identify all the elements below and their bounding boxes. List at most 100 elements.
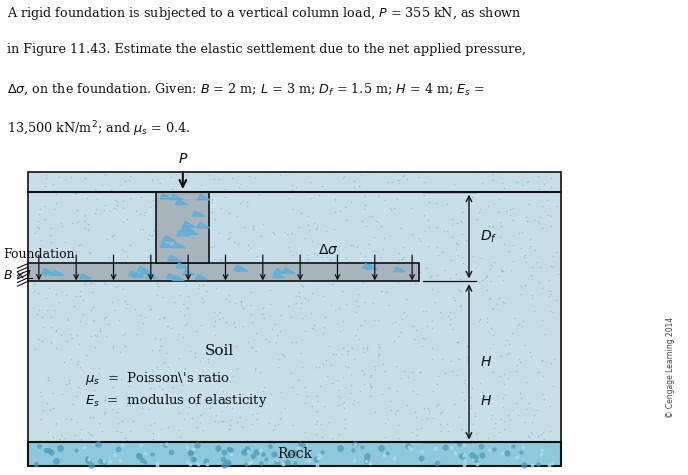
Point [380, 367, 391, 375]
Point [237, 423, 248, 430]
Point [173, 371, 184, 379]
Point [185, 348, 196, 355]
Point [368, 362, 379, 370]
Point [430, 299, 441, 306]
Point [537, 203, 548, 210]
Point [224, 445, 235, 452]
Point [339, 415, 350, 422]
Point [466, 433, 477, 441]
Point [516, 283, 527, 290]
Point [122, 436, 133, 443]
Point [74, 287, 85, 294]
Point [432, 223, 443, 231]
Point [178, 311, 189, 319]
Point [166, 186, 178, 193]
Point [225, 377, 236, 384]
Polygon shape [181, 226, 194, 231]
Point [532, 406, 543, 414]
Point [488, 332, 499, 339]
Point [286, 383, 297, 391]
Point [352, 303, 363, 310]
Point [508, 442, 519, 450]
Point [491, 300, 502, 308]
Point [504, 415, 515, 423]
Point [533, 368, 544, 376]
Point [480, 227, 491, 235]
Point [471, 215, 482, 223]
Point [114, 456, 125, 464]
Point [526, 291, 537, 298]
Point [341, 254, 352, 261]
Point [264, 339, 275, 346]
Point [72, 361, 83, 368]
Point [174, 434, 185, 441]
Point [374, 350, 385, 358]
Point [390, 318, 401, 325]
Point [488, 304, 499, 312]
Point [294, 292, 305, 300]
Point [462, 357, 473, 364]
Point [437, 248, 448, 256]
Point [286, 181, 297, 189]
Point [408, 322, 419, 329]
Point [428, 414, 439, 422]
Point [293, 288, 304, 295]
Point [442, 428, 453, 435]
Point [245, 458, 256, 466]
Point [94, 364, 105, 371]
Point [432, 372, 443, 380]
Point [545, 403, 556, 410]
Point [40, 171, 51, 179]
Point [118, 285, 129, 293]
Point [224, 228, 235, 236]
Point [519, 341, 530, 349]
Point [515, 291, 526, 298]
Point [330, 208, 341, 216]
Point [113, 282, 124, 290]
Point [402, 175, 413, 183]
Point [415, 237, 426, 245]
Point [144, 421, 155, 429]
Point [393, 332, 404, 340]
Point [50, 190, 61, 198]
Point [466, 193, 477, 201]
Point [47, 433, 58, 441]
Point [181, 319, 192, 327]
Point [138, 211, 149, 219]
Point [56, 390, 67, 398]
Point [87, 304, 98, 311]
Point [376, 445, 387, 452]
Point [436, 408, 447, 416]
Point [182, 409, 193, 417]
Point [385, 207, 396, 214]
Point [522, 218, 533, 225]
Point [389, 204, 400, 212]
Polygon shape [79, 274, 91, 279]
Point [166, 448, 177, 456]
Point [361, 457, 372, 465]
Point [56, 331, 67, 338]
Point [396, 255, 407, 263]
Point [368, 299, 379, 307]
Point [388, 338, 399, 345]
Point [349, 396, 360, 404]
Point [71, 418, 82, 426]
Point [261, 335, 272, 343]
Point [442, 420, 453, 428]
Point [217, 314, 228, 322]
Point [49, 205, 60, 213]
Point [360, 201, 371, 209]
Point [248, 453, 259, 460]
Point [333, 430, 344, 437]
Point [197, 282, 208, 289]
Point [196, 294, 207, 302]
Polygon shape [132, 272, 144, 277]
Point [547, 383, 558, 390]
Point [431, 199, 442, 206]
Point [244, 172, 255, 180]
Point [395, 374, 406, 382]
Point [291, 299, 302, 307]
Point [37, 323, 48, 331]
Point [433, 251, 444, 259]
Point [143, 245, 154, 253]
